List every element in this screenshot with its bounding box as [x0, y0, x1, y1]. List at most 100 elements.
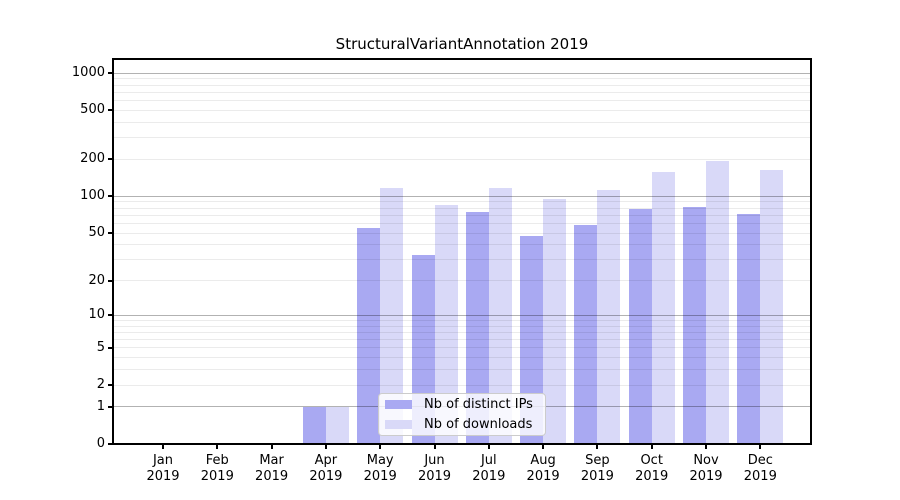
bars-layer — [113, 59, 811, 444]
legend-swatch-downloads — [385, 419, 412, 430]
bar-downloads-sep — [597, 189, 621, 444]
bar-downloads-dec — [760, 169, 784, 444]
bar-distinct-ips-oct — [628, 208, 652, 444]
y-tick-100 — [108, 195, 113, 198]
x-tick-mar — [270, 444, 273, 449]
y-tick-label-50: 50 — [88, 225, 105, 241]
y-tick-label-500: 500 — [80, 102, 105, 118]
gridline-minor-9 — [113, 319, 811, 321]
y-tick-label-5: 5 — [96, 339, 105, 355]
gridline-minor-30 — [113, 259, 811, 261]
bar-distinct-ips-jul — [465, 212, 489, 444]
y-tick-label-1: 1 — [96, 398, 105, 414]
legend-item-distinct-ips: Nb of distinct IPs — [385, 397, 537, 412]
gridline-minor-2 — [113, 384, 811, 386]
bar-distinct-ips-dec — [737, 213, 761, 444]
bar-downloads-apr — [325, 406, 349, 444]
x-tick-label-jun: Jun 2019 — [417, 453, 452, 484]
bar-downloads-nov — [706, 160, 729, 444]
bar-distinct-ips-may — [357, 228, 381, 444]
gridline-minor-6 — [113, 339, 811, 341]
legend: Nb of distinct IPs Nb of downloads — [378, 393, 546, 436]
gridline-major-1000 — [113, 72, 811, 74]
gridline-minor-400 — [113, 121, 811, 123]
x-tick-nov — [705, 444, 707, 449]
gridline-minor-60 — [113, 222, 811, 224]
gridline-minor-500 — [113, 109, 811, 111]
gridline-minor-50 — [113, 232, 811, 234]
plot-area: 0 1 2 5 10 20 50 100 200 500 1000 Jan 2019 Feb 2019 Mar… — [72, 58, 812, 484]
bar-downloads-jul — [488, 187, 512, 444]
y-tick-5 — [108, 346, 113, 349]
gridline-major-10 — [113, 314, 811, 316]
gridline-minor-700 — [113, 91, 811, 93]
x-tick-jul — [487, 444, 490, 449]
gridline-minor-8 — [113, 325, 811, 327]
y-tick-1 — [108, 405, 113, 408]
x-tick-sep — [596, 444, 599, 449]
gridline-major-100 — [113, 195, 811, 197]
gridline-minor-200 — [113, 158, 811, 160]
y-tick-label-0: 0 — [96, 436, 105, 451]
x-tick-dec — [759, 444, 762, 449]
bar-distinct-ips-aug — [520, 236, 544, 444]
x-tick-oct — [650, 444, 653, 449]
x-tick-label-apr: Apr 2019 — [309, 453, 343, 484]
y-tick-200 — [108, 158, 113, 161]
x-tick-feb — [216, 444, 219, 449]
x-tick-label-dec: Dec 2019 — [743, 453, 777, 484]
x-tick-jun — [433, 444, 436, 449]
y-tick-500 — [108, 109, 113, 112]
y-tick-label-10: 10 — [88, 307, 105, 323]
x-tick-label-nov: Nov 2019 — [689, 453, 723, 484]
legend-item-downloads: Nb of downloads — [385, 417, 537, 432]
gridline-minor-40 — [113, 244, 811, 246]
gridline-minor-300 — [113, 137, 811, 139]
bar-distinct-ips-sep — [574, 225, 598, 444]
x-tick-apr — [324, 444, 327, 449]
bar-downloads-oct — [651, 172, 675, 444]
y-tick-20 — [108, 279, 113, 282]
legend-label-distinct-ips: Nb of distinct IPs — [424, 397, 533, 412]
grid-layer — [113, 59, 811, 444]
x-tick-label-may: May 2019 — [363, 453, 397, 484]
gridline-minor-800 — [113, 84, 811, 86]
x-tick-jan — [162, 444, 164, 449]
bar-distinct-ips-nov — [683, 206, 706, 444]
gridline-minor-5 — [113, 347, 811, 349]
bar-downloads-jun — [434, 204, 458, 444]
gridline-minor-20 — [113, 280, 811, 282]
x-tick-may — [379, 444, 382, 449]
y-tick-10 — [108, 314, 113, 317]
legend-label-downloads: Nb of downloads — [424, 417, 533, 432]
x-tick-label-aug: Aug 2019 — [526, 453, 560, 484]
y-tick-label-20: 20 — [88, 272, 105, 288]
y-tick-label-100: 100 — [80, 188, 105, 204]
x-tick-label-sep: Sep 2019 — [580, 453, 614, 484]
y-tick-label-2: 2 — [96, 377, 105, 393]
legend-swatch-distinct-ips — [385, 399, 412, 410]
y-tick-2 — [108, 384, 113, 387]
gridline-minor-3 — [113, 369, 811, 371]
y-tick-label-1000: 1000 — [71, 65, 105, 81]
gridline-minor-70 — [113, 214, 811, 216]
y-tick-0 — [108, 443, 113, 445]
gridline-minor-4 — [113, 357, 811, 359]
chart-title: StructuralVariantAnnotation 2019 — [335, 35, 589, 53]
gridline-minor-900 — [113, 78, 811, 80]
y-tick-50 — [108, 232, 113, 235]
gridline-minor-90 — [113, 201, 811, 203]
gridline-minor-7 — [113, 331, 811, 333]
y-tick-label-200: 200 — [80, 151, 105, 167]
y-tick-1000 — [108, 72, 113, 75]
gridline-minor-600 — [113, 100, 811, 102]
bar-downloads-aug — [543, 199, 567, 444]
bar-distinct-ips-apr — [302, 406, 326, 444]
x-tick-label-feb: Feb 2019 — [200, 453, 234, 484]
bar-downloads-may — [380, 188, 404, 444]
x-tick-label-mar: Mar 2019 — [255, 453, 289, 484]
x-tick-label-jul: Jul 2019 — [472, 453, 506, 484]
x-tick-aug — [542, 444, 545, 449]
gridline-minor-80 — [113, 207, 811, 209]
